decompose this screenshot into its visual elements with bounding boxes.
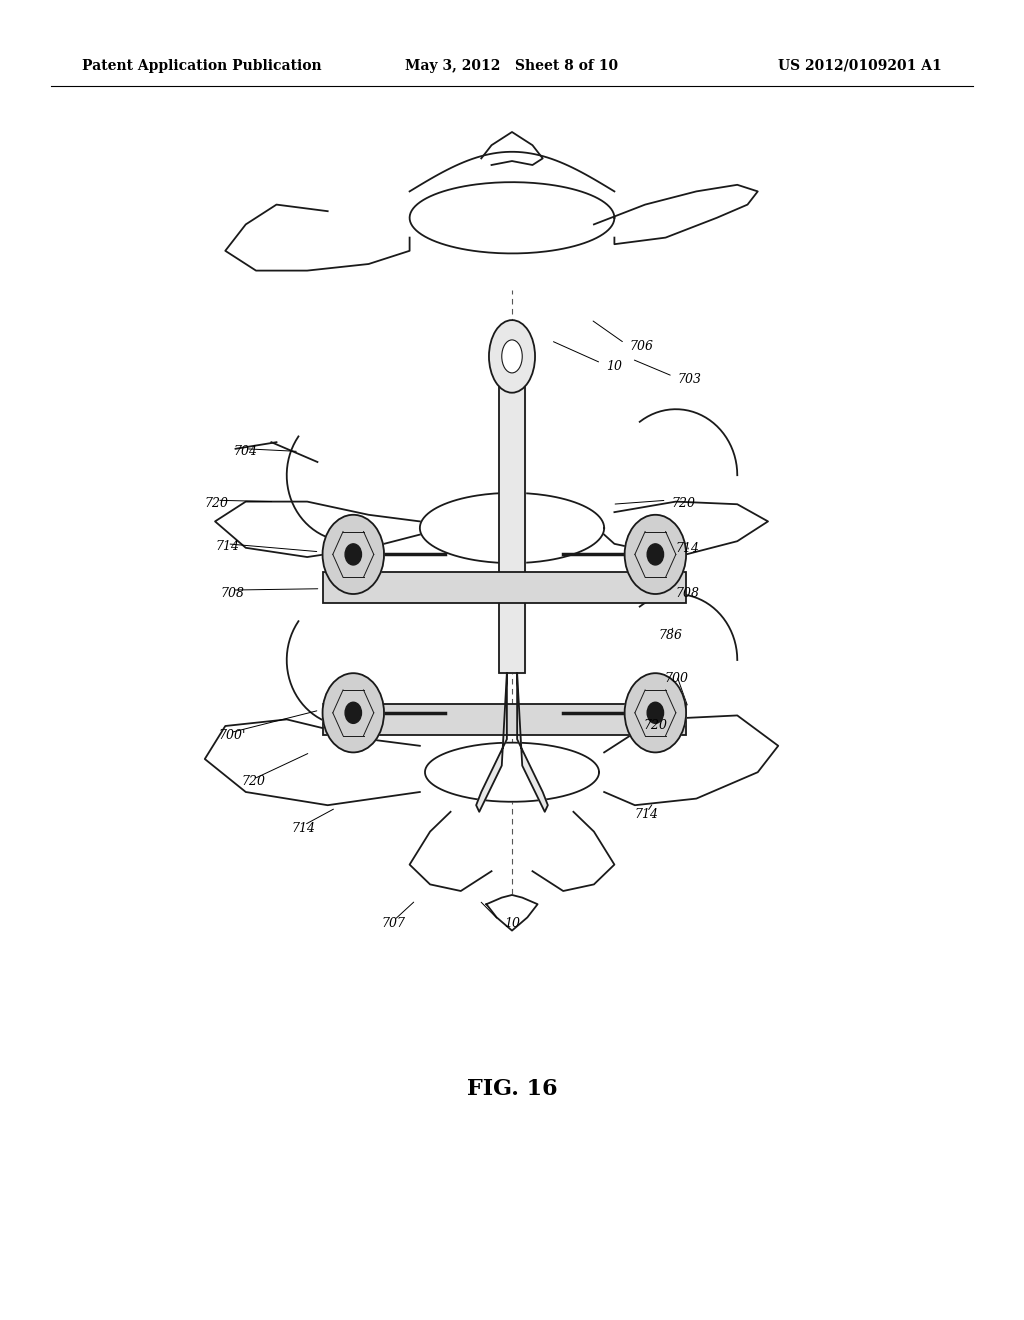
Polygon shape — [500, 356, 524, 673]
Text: 786: 786 — [658, 628, 682, 642]
Polygon shape — [604, 502, 768, 557]
Polygon shape — [215, 502, 420, 557]
Text: 10: 10 — [504, 916, 520, 929]
Polygon shape — [594, 185, 758, 244]
Polygon shape — [420, 492, 604, 564]
Polygon shape — [225, 205, 410, 271]
Text: 714: 714 — [292, 821, 315, 834]
Text: 10: 10 — [606, 359, 623, 372]
Text: 700: 700 — [665, 672, 688, 685]
Polygon shape — [500, 356, 524, 673]
Circle shape — [345, 702, 361, 723]
Text: US 2012/0109201 A1: US 2012/0109201 A1 — [778, 58, 942, 73]
Circle shape — [625, 515, 686, 594]
Text: 700': 700' — [218, 729, 246, 742]
Text: 706: 706 — [630, 339, 653, 352]
Text: 720: 720 — [672, 496, 695, 510]
Polygon shape — [604, 715, 778, 805]
Polygon shape — [323, 704, 686, 735]
Polygon shape — [517, 673, 548, 812]
Polygon shape — [532, 812, 614, 891]
Polygon shape — [481, 132, 543, 165]
Polygon shape — [323, 572, 686, 603]
Polygon shape — [410, 182, 614, 253]
Polygon shape — [486, 895, 538, 931]
Text: 703: 703 — [678, 372, 701, 385]
Text: FIG. 16: FIG. 16 — [467, 1078, 557, 1100]
Polygon shape — [205, 719, 420, 805]
Polygon shape — [425, 743, 599, 801]
Circle shape — [647, 544, 664, 565]
Text: 720: 720 — [205, 496, 228, 510]
Circle shape — [345, 544, 361, 565]
Polygon shape — [476, 673, 507, 812]
Circle shape — [647, 702, 664, 723]
Text: May 3, 2012   Sheet 8 of 10: May 3, 2012 Sheet 8 of 10 — [406, 58, 618, 73]
Circle shape — [625, 673, 686, 752]
Text: 720: 720 — [242, 775, 265, 788]
Text: 714: 714 — [215, 540, 239, 553]
Text: 714: 714 — [676, 541, 699, 554]
Text: 704: 704 — [233, 445, 257, 458]
Polygon shape — [410, 812, 492, 891]
Text: 720: 720 — [643, 718, 667, 731]
Circle shape — [323, 515, 384, 594]
Text: 714: 714 — [635, 808, 658, 821]
Text: Patent Application Publication: Patent Application Publication — [82, 58, 322, 73]
Ellipse shape — [489, 321, 535, 393]
Text: 707: 707 — [382, 916, 406, 929]
Circle shape — [323, 673, 384, 752]
Text: 708: 708 — [220, 586, 244, 599]
Ellipse shape — [502, 339, 522, 372]
Text: 708: 708 — [676, 586, 699, 599]
